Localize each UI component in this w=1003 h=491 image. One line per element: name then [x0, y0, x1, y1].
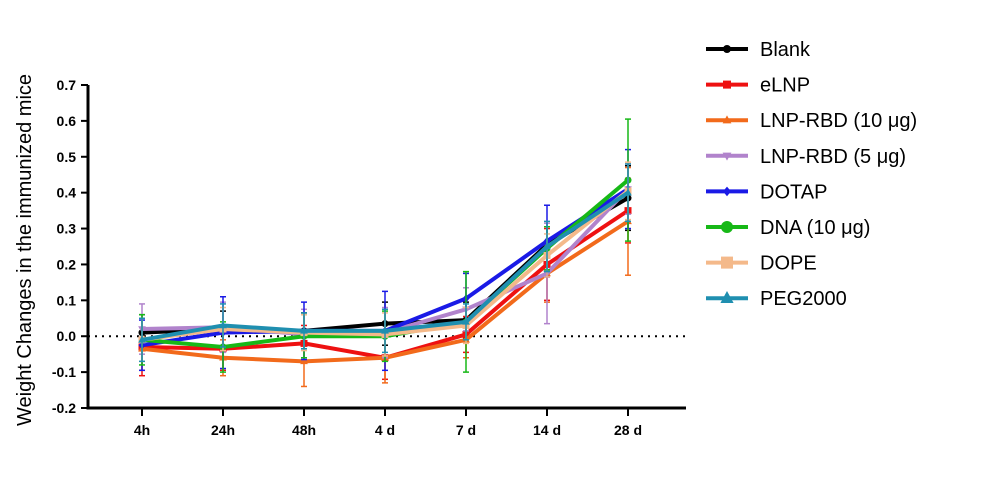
series-group: [138, 118, 632, 388]
legend-item: LNP-RBD (5 μg): [706, 146, 906, 168]
data-point: [219, 321, 227, 329]
legend-item: DNA (10 μg): [706, 217, 870, 239]
data-point: [543, 242, 551, 250]
legend-label: PEG2000: [760, 288, 847, 310]
legend-marker: [721, 256, 733, 269]
y-tick-label: 0.7: [57, 77, 77, 93]
legend-item: LNP-RBD (10 μg): [706, 110, 917, 132]
y-tick-label: 0.3: [57, 221, 77, 237]
legend-marker: [720, 291, 734, 303]
y-axis-title: Weight Changes in the immunized mice: [14, 74, 36, 426]
x-tick-label: 14 d: [533, 422, 561, 438]
legend-item: PEG2000: [706, 288, 847, 310]
legend-item: Blank: [706, 39, 811, 61]
legend-marker: [723, 45, 731, 53]
legend: Blank eLNP LNP-RBD (10 μg) LNP-RBD (5 μg) DO…: [706, 39, 917, 310]
legend-marker: [722, 115, 732, 124]
y-axis-ticks: -0.2 -0.1 0.0 0.1 0.2 0.3 0.4 0.5 0.6 0.7: [52, 77, 88, 416]
x-tick-label: 4 d: [375, 422, 395, 438]
data-point: [624, 188, 632, 196]
legend-marker: [723, 80, 731, 89]
legend-item: DOTAP: [706, 181, 827, 203]
legend-marker: [723, 186, 731, 197]
legend-label: eLNP: [760, 75, 810, 97]
y-tick-label: 0.5: [57, 149, 77, 165]
data-point: [381, 326, 389, 334]
y-tick-label: 0.4: [57, 185, 77, 201]
y-tick-label: 0.1: [57, 292, 77, 308]
x-tick-label: 7 d: [456, 422, 476, 438]
y-tick-label: 0.6: [57, 113, 77, 129]
legend-label: LNP-RBD (10 μg): [760, 110, 917, 132]
data-point: [300, 326, 308, 334]
legend-label: Blank: [760, 39, 811, 61]
legend-item: eLNP: [706, 75, 810, 97]
legend-marker: [722, 152, 732, 161]
y-tick-label: 0.2: [57, 256, 77, 272]
data-point: [138, 335, 146, 343]
x-tick-label: 48h: [292, 422, 316, 438]
x-axis-ticks: 4h 24h 48h 4 d 7 d 14 d 28 d: [134, 408, 642, 438]
legend-label: DOTAP: [760, 181, 827, 203]
x-tick-label: 4h: [134, 422, 150, 438]
data-point: [462, 317, 470, 325]
y-tick-label: 0.0: [57, 328, 77, 344]
x-tick-label: 24h: [211, 422, 235, 438]
y-tick-label: -0.2: [52, 400, 76, 416]
x-tick-label: 28 d: [614, 422, 642, 438]
legend-item: DOPE: [706, 253, 817, 275]
legend-label: DNA (10 μg): [760, 217, 870, 239]
data-point: [300, 357, 308, 365]
legend-marker: [721, 221, 733, 233]
legend-label: DOPE: [760, 253, 817, 275]
legend-label: LNP-RBD (5 μg): [760, 146, 906, 168]
series-7: [138, 163, 632, 363]
y-tick-label: -0.1: [52, 364, 76, 380]
